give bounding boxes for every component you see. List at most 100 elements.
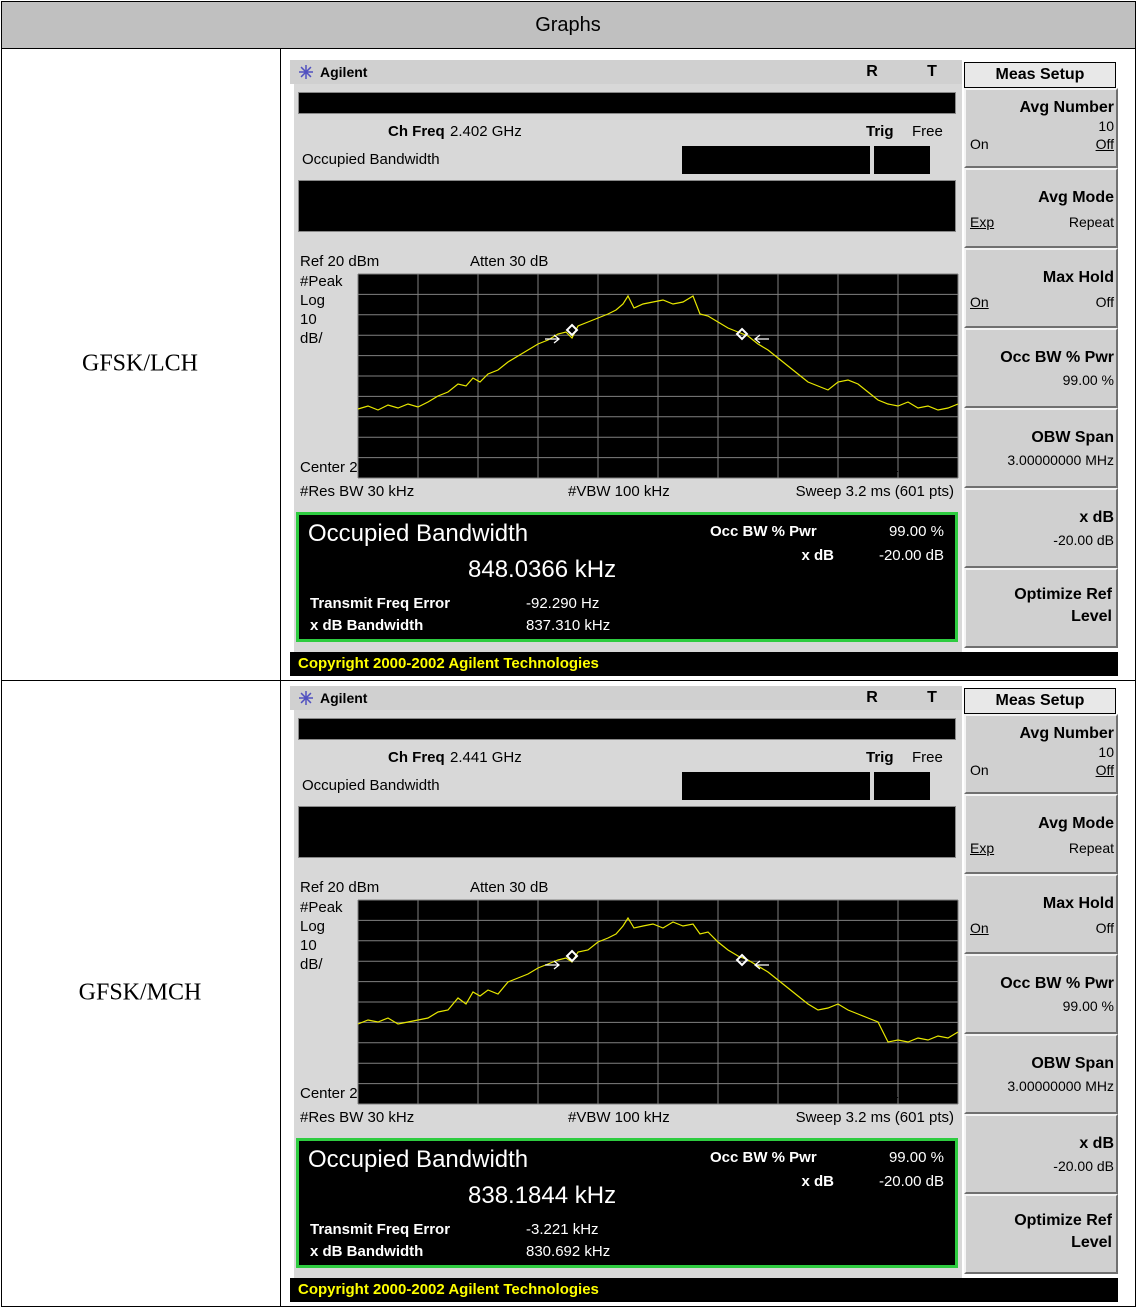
xdb-label: x dB: [801, 1173, 834, 1191]
plot: [357, 273, 959, 479]
scale-label: Log: [300, 292, 325, 310]
black-box: [874, 146, 930, 174]
scale-label: #Peak: [300, 899, 343, 917]
trig: Free: [912, 123, 943, 141]
sweep: Sweep 3.2 ms (601 pts): [796, 483, 954, 501]
border: [1135, 1, 1136, 1307]
softkey-option: On: [970, 761, 989, 779]
softkey-label: Avg Number: [1019, 99, 1114, 117]
softkey-value: -20.00 dB: [1053, 1157, 1114, 1175]
trig-label: Trig: [866, 123, 894, 141]
span: Span 3 MHz: [871, 459, 954, 477]
occ-value: 99.00 %: [889, 523, 944, 541]
trig-label: Trig: [866, 749, 894, 767]
brand: Agilent: [320, 63, 367, 81]
occ-value: 99.00 %: [889, 1149, 944, 1167]
softkey-label: Avg Mode: [1038, 189, 1114, 207]
black-box: [682, 146, 870, 174]
xdbbw-value: 837.310 kHz: [526, 617, 610, 635]
softkey-label: x dB: [1079, 509, 1114, 527]
occ-label: Occ BW % Pwr: [710, 523, 817, 541]
ref-level: Ref 20 dBm: [300, 253, 379, 271]
result-value: 838.1844 kHz: [468, 1182, 616, 1210]
softkey[interactable]: x dB -20.00 dB: [964, 488, 1118, 568]
brand: Agilent: [320, 689, 367, 707]
softkey[interactable]: OBW Span 3.00000000 MHz: [964, 408, 1118, 488]
xdbbw-label: x dB Bandwidth: [310, 617, 423, 635]
ch-freq-label: Ch Freq: [388, 749, 445, 767]
softkey[interactable]: Avg Mode Exp Repeat: [964, 794, 1118, 874]
occ-label: Occ BW % Pwr: [710, 1149, 817, 1167]
softkey-value: 3.00000000 MHz: [1007, 451, 1114, 469]
scale-label: Log: [300, 918, 325, 936]
softkey[interactable]: x dB -20.00 dB: [964, 1114, 1118, 1194]
xdbbw-value: 830.692 kHz: [526, 1243, 610, 1261]
row-label: GFSK/MCH: [79, 980, 202, 1007]
header-title: Graphs: [535, 13, 601, 37]
xdb-value: -20.00 dB: [879, 1173, 944, 1191]
softkey-option: Off: [1096, 761, 1114, 779]
softkey[interactable]: Optimize Ref Level: [964, 568, 1118, 648]
softkey-option: Exp: [970, 839, 994, 857]
center-freq: Center 2.441 000 GHz: [300, 1085, 450, 1103]
softkey-value: 10: [1098, 117, 1114, 135]
softkey-label: OBW Span: [1031, 429, 1114, 447]
atten: Atten 30 dB: [470, 253, 548, 271]
softkey-value: 99.00 %: [1063, 997, 1114, 1015]
status-t: T: [927, 63, 937, 81]
softkey-label: Occ BW % Pwr: [1000, 349, 1114, 367]
softkey-label: Max Hold: [1043, 895, 1114, 913]
status-bar: [290, 686, 962, 710]
tfe-value: -3.221 kHz: [526, 1221, 599, 1239]
row-label: GFSK/LCH: [82, 351, 198, 378]
softkey-option: Repeat: [1069, 839, 1114, 857]
softkey[interactable]: OBW Span 3.00000000 MHz: [964, 1034, 1118, 1114]
span: Span 3 MHz: [871, 1085, 954, 1103]
trig: Free: [912, 749, 943, 767]
softkey-option: On: [970, 919, 989, 937]
res-bw: #Res BW 30 kHz: [300, 483, 414, 501]
softkey-value: 99.00 %: [1063, 371, 1114, 389]
status-t: T: [927, 689, 937, 707]
result-value: 848.0366 kHz: [468, 556, 616, 584]
softkey-option: Off: [1096, 135, 1114, 153]
copyright: Copyright 2000-2002 Agilent Technologies: [298, 1281, 599, 1299]
softkey[interactable]: Occ BW % Pwr 99.00 %: [964, 328, 1118, 408]
softkey-title: Meas Setup: [996, 692, 1085, 710]
black-bar: [298, 718, 956, 740]
softkey-option: Repeat: [1069, 213, 1114, 231]
softkey-option: Off: [1096, 293, 1114, 311]
page: Graphs GFSK/LCH Agilent R T Ch Freq 2.402 GHz…: [0, 0, 1137, 1309]
tfe-label: Transmit Freq Error: [310, 1221, 450, 1239]
scale-label: 10: [300, 311, 317, 329]
plot: [357, 899, 959, 1105]
softkey[interactable]: Optimize Ref Level: [964, 1194, 1118, 1274]
scale-label: 10: [300, 937, 317, 955]
atten: Atten 30 dB: [470, 879, 548, 897]
tfe-label: Transmit Freq Error: [310, 595, 450, 613]
ch-freq-label: Ch Freq: [388, 123, 445, 141]
softkey-label: Optimize Ref Level: [1012, 584, 1112, 628]
black-box: [298, 806, 956, 858]
black-bar: [298, 92, 956, 114]
black-box: [682, 772, 870, 800]
ch-freq: 2.402 GHz: [450, 123, 522, 141]
softkey-value: -20.00 dB: [1053, 531, 1114, 549]
status-bar: [290, 60, 962, 84]
softkey-label: x dB: [1079, 1135, 1114, 1153]
softkey-label: OBW Span: [1031, 1055, 1114, 1073]
sweep: Sweep 3.2 ms (601 pts): [796, 1109, 954, 1127]
border: [1, 680, 1136, 681]
border: [280, 48, 281, 1307]
ch-freq: 2.441 GHz: [450, 749, 522, 767]
softkey-label: Avg Mode: [1038, 815, 1114, 833]
status-r: R: [866, 63, 878, 81]
softkey-value: 3.00000000 MHz: [1007, 1077, 1114, 1095]
